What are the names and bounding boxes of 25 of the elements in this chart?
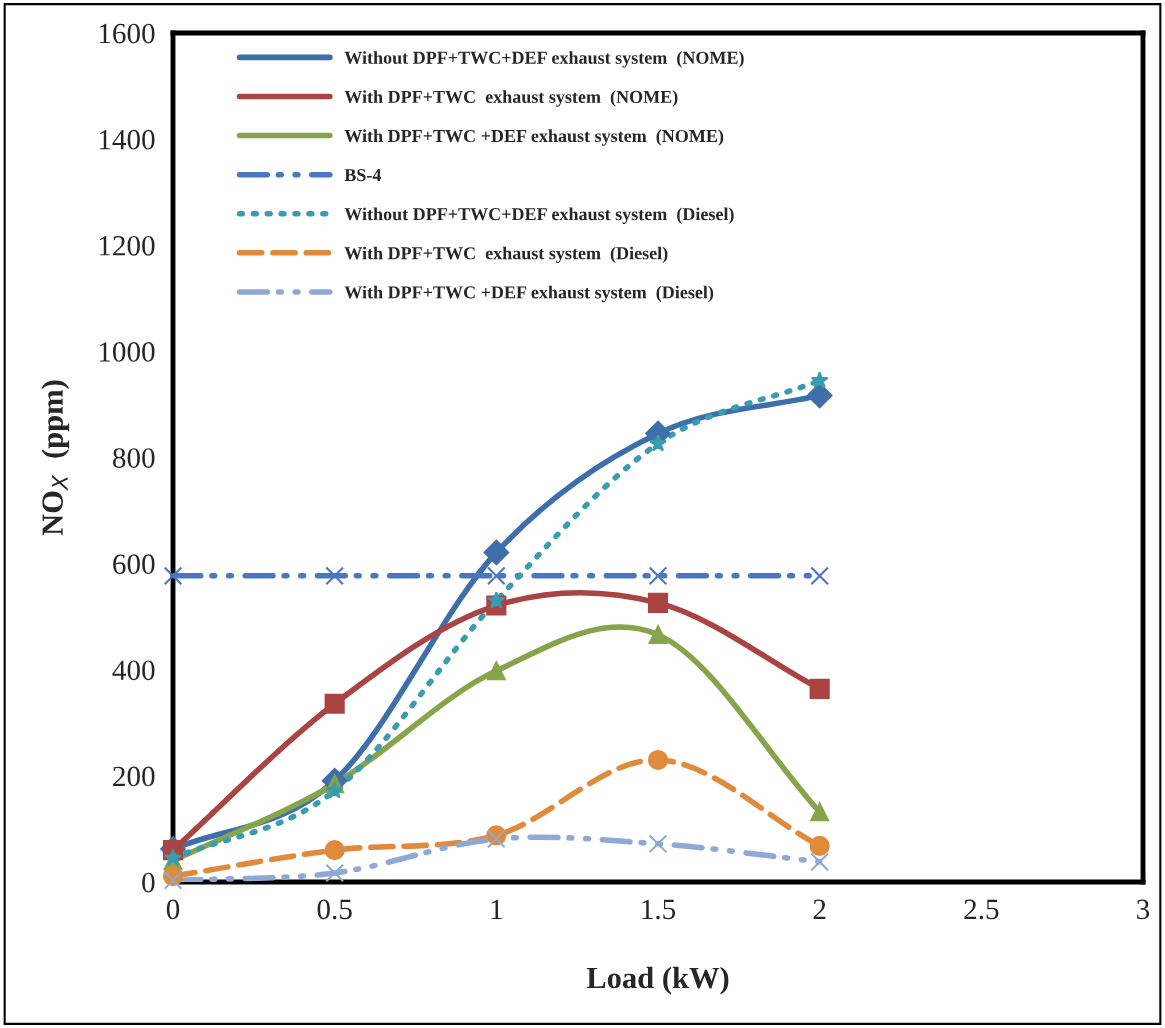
y-tick-label: 1600 [99,23,155,44]
x-tick-label: 2 [813,899,826,919]
legend-label: Without DPF+TWC+DEF exhaust system (Diesel) [344,207,734,224]
y-tick-label: 1000 [99,342,155,362]
legend-label: With DPF+TWC +DEF exhaust system (Diesel) [344,285,714,303]
legend-label: With DPF+TWC +DEF exhaust system (NOME) [344,129,724,146]
y-tick-label: 200 [113,766,155,787]
y-tick-label: 1400 [99,129,155,150]
y-tick-label: 400 [112,660,155,681]
legend-label: With DPF+TWC exhaust system (Diesel) [344,246,668,264]
legend-label: BS-4 [344,169,382,182]
x-axis-title: Load (kW) [586,966,729,995]
x-tick-label: 1.5 [642,899,676,920]
legend-label: With DPF+TWC exhaust system (NOME) [344,90,678,107]
y-tick-label: 800 [113,448,155,468]
y-tick-label: 1200 [99,235,155,256]
x-tick-label: 3 [1137,899,1150,920]
x-tick-label: 1 [491,899,502,919]
x-tick-label: 0 [166,899,180,920]
legend-label: Without DPF+TWC+DEF exhaust system (NOME) [344,51,744,68]
y-tick-label: 600 [113,554,155,575]
x-tick-label: 0.5 [317,899,352,920]
x-tick-label: 2.5 [964,899,999,920]
y-axis-title: NO$_{X}$ (ppm) [41,380,70,536]
y-tick-label: 0 [142,872,155,893]
